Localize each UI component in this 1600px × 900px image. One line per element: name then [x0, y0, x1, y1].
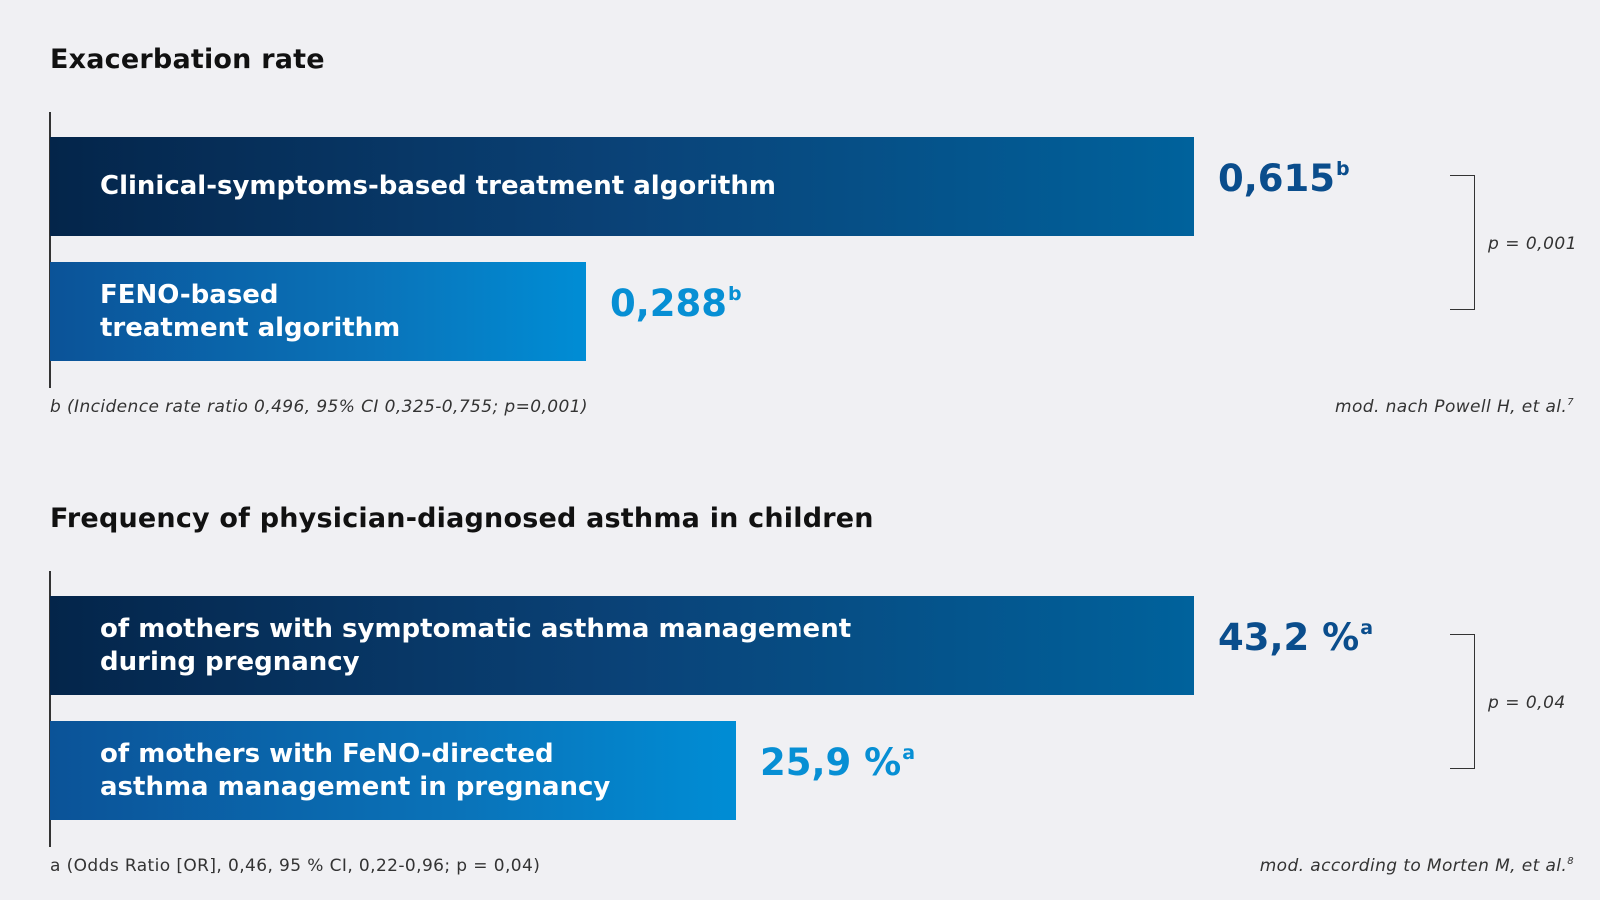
significance-bracket [1450, 634, 1475, 769]
chart-title: Frequency of physician-diagnosed asthma … [50, 503, 874, 534]
bar-feno-based: FENO-based treatment algorithm [50, 262, 586, 361]
footnote: b (Incidence rate ratio 0,496, 95% CI 0,… [50, 397, 588, 417]
axis-line [49, 571, 51, 847]
source-citation: mod. nach Powell H, et al.7 [1335, 397, 1574, 417]
bar-clinical-symptoms: Clinical-symptoms-based treatment algori… [50, 137, 1194, 236]
footnote-marker: b [728, 283, 742, 305]
footnote: a (Odds Ratio [OR], 0,46, 95 % CI, 0,22-… [50, 856, 541, 876]
significance-bracket [1450, 175, 1475, 310]
value-label: 0,288b [610, 282, 742, 325]
value-label: 43,2 %a [1218, 616, 1374, 659]
footnote-marker: a [1360, 617, 1374, 639]
reference-number: 8 [1567, 856, 1574, 867]
bar-label: Clinical-symptoms-based treatment algori… [100, 171, 776, 201]
value-label: 0,615b [1218, 157, 1350, 200]
bar-symptomatic-management: of mothers with symptomatic asthma manag… [50, 596, 1194, 695]
p-value-label: p = 0,04 [1488, 693, 1566, 713]
source-citation: mod. according to Morten M, et al.8 [1259, 856, 1574, 876]
value-label: 25,9 %a [760, 741, 916, 784]
axis-line [49, 112, 51, 388]
bar-label: of mothers with FeNO-directed asthma man… [100, 738, 611, 802]
bar-label: FENO-based treatment algorithm [100, 279, 401, 343]
footnote-marker: b [1336, 158, 1350, 180]
footnote-marker: a [902, 742, 916, 764]
chart-title: Exacerbation rate [50, 44, 325, 75]
bar-label: of mothers with symptomatic asthma manag… [100, 613, 852, 677]
reference-number: 7 [1567, 397, 1574, 408]
p-value-label: p = 0,001 [1488, 234, 1578, 254]
bar-feno-directed-management: of mothers with FeNO-directed asthma man… [50, 721, 736, 820]
